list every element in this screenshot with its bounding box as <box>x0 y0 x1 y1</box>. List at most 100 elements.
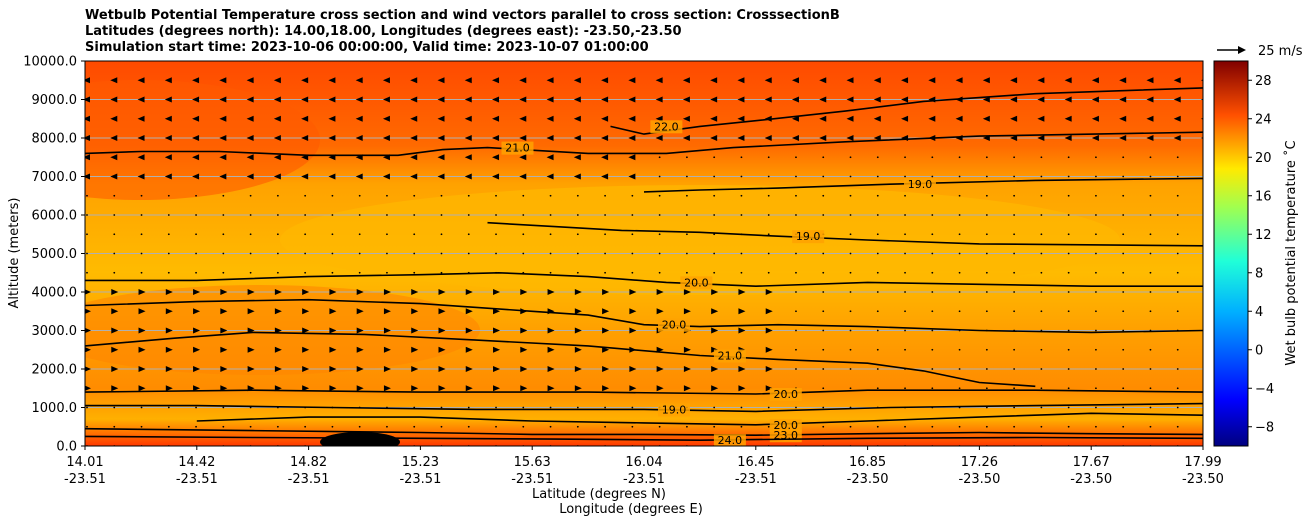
wind-vector-dot <box>1040 214 1043 216</box>
wind-vector-dot <box>358 252 361 255</box>
wind-vector-dot <box>549 194 552 197</box>
wind-vector-dot <box>1040 175 1043 178</box>
wind-vector-dot <box>222 425 225 428</box>
contour-label: 20.0 <box>662 319 687 332</box>
y-tick-label: 8000.0 <box>32 132 78 147</box>
wind-vector <box>493 366 501 372</box>
wind-vector-dot <box>358 271 361 274</box>
wind-vector-dot <box>1067 233 1070 236</box>
wind-vector-dot <box>222 194 225 197</box>
wind-vector-dot <box>931 387 934 390</box>
x-tick-label-lon: -23.51 <box>511 472 553 487</box>
wind-vector-dot <box>1040 387 1043 390</box>
wind-vector <box>464 173 472 180</box>
wind-vector <box>628 135 636 141</box>
wind-vector <box>629 289 637 295</box>
x-tick-label-lat: 17.67 <box>1073 455 1110 470</box>
wind-vector-dot <box>822 291 825 293</box>
wind-vector-dot <box>1122 387 1125 390</box>
wind-vector <box>383 385 391 392</box>
wind-vector <box>356 366 364 372</box>
wind-vector <box>85 385 91 391</box>
wind-vector-dot <box>1095 425 1097 428</box>
wind-vector <box>1037 77 1045 84</box>
wind-vector <box>1037 135 1045 141</box>
wind-vector-dot <box>331 233 334 236</box>
contour-label: 22.0 <box>654 120 679 133</box>
wind-vector-dot <box>1067 291 1070 293</box>
wind-vector-dot <box>386 233 388 236</box>
wind-vector-dot <box>1149 368 1152 370</box>
wind-vector-dot <box>658 233 661 236</box>
wind-vector-dot <box>1176 214 1179 216</box>
wind-vector-dot <box>1204 330 1206 332</box>
wind-vector-dot <box>495 214 497 216</box>
wind-vector-dot <box>1013 194 1016 197</box>
wind-vector-dot <box>304 252 307 255</box>
wind-vector <box>656 289 664 295</box>
wind-vector <box>382 96 390 103</box>
wind-vector-dot <box>167 214 170 216</box>
wind-vector <box>683 308 691 315</box>
wind-vector <box>164 96 172 103</box>
wind-vector <box>955 115 963 122</box>
wind-vector-dot <box>849 214 852 216</box>
wind-vector <box>764 77 772 84</box>
y-tick-label: 3000.0 <box>32 324 78 339</box>
wind-vector <box>1064 115 1072 122</box>
wind-vector <box>574 308 582 315</box>
wind-vector <box>219 135 227 141</box>
wind-vector-dot <box>467 214 470 216</box>
quiver-key: 25 m/s <box>1217 44 1303 59</box>
wind-vector-dot <box>795 214 797 216</box>
wind-vector <box>329 327 337 334</box>
wind-vector <box>138 385 146 392</box>
wind-vector-dot <box>822 310 825 313</box>
wind-vector <box>328 77 336 84</box>
colorbar-tick-label: 12 <box>1255 228 1272 243</box>
wind-vector-dot <box>140 194 143 197</box>
wind-vector <box>411 346 419 353</box>
wind-vector <box>301 173 309 180</box>
wind-vector-dot <box>386 194 388 197</box>
wind-vector-dot <box>1149 310 1152 313</box>
wind-vector <box>1091 96 1099 103</box>
wind-vector-dot <box>1095 387 1097 390</box>
wind-vector <box>574 346 582 353</box>
wind-vector-dot <box>249 252 252 255</box>
wind-vector-dot <box>1204 214 1206 216</box>
x-tick-label-lon: -23.51 <box>176 472 218 487</box>
wind-vector-dot <box>1149 252 1152 255</box>
wind-vector <box>655 135 663 141</box>
wind-vector-dot <box>822 329 825 332</box>
wind-vector <box>683 385 691 392</box>
wind-vector <box>656 366 664 372</box>
wind-vector <box>656 385 664 392</box>
wind-vector <box>546 96 554 103</box>
wind-vector <box>383 327 391 334</box>
wind-vector <box>601 77 609 84</box>
wind-vector-dot <box>1040 271 1043 274</box>
wind-vector-dot <box>1176 252 1179 255</box>
wind-vector-dot <box>822 348 825 351</box>
wind-vector <box>1010 135 1018 141</box>
wind-vector <box>246 135 254 141</box>
wind-vector-dot <box>440 194 443 197</box>
x-axis-label-lon: Longitude (degrees E) <box>559 502 703 517</box>
x-axis: 14.01 -23.51 14.42 -23.51 14.82 -23.51 15.23 -2… <box>64 446 1224 487</box>
wind-vector-dot <box>1204 445 1206 447</box>
wind-vector-dot <box>195 194 197 197</box>
wind-vector-dot <box>1122 156 1125 159</box>
wind-vector-dot <box>958 310 961 313</box>
wind-vector-dot <box>740 156 743 159</box>
wind-vector-dot <box>1176 156 1179 159</box>
wind-vector <box>710 77 718 84</box>
wind-vector <box>438 385 446 392</box>
wind-vector-dot <box>904 348 906 351</box>
wind-vector <box>519 77 527 84</box>
wind-vector-dot <box>113 425 116 428</box>
wind-vector <box>329 346 337 353</box>
wind-vector-dot <box>1095 156 1097 159</box>
x-tick-label-lat: 17.26 <box>961 455 998 470</box>
wind-vector <box>111 385 119 392</box>
